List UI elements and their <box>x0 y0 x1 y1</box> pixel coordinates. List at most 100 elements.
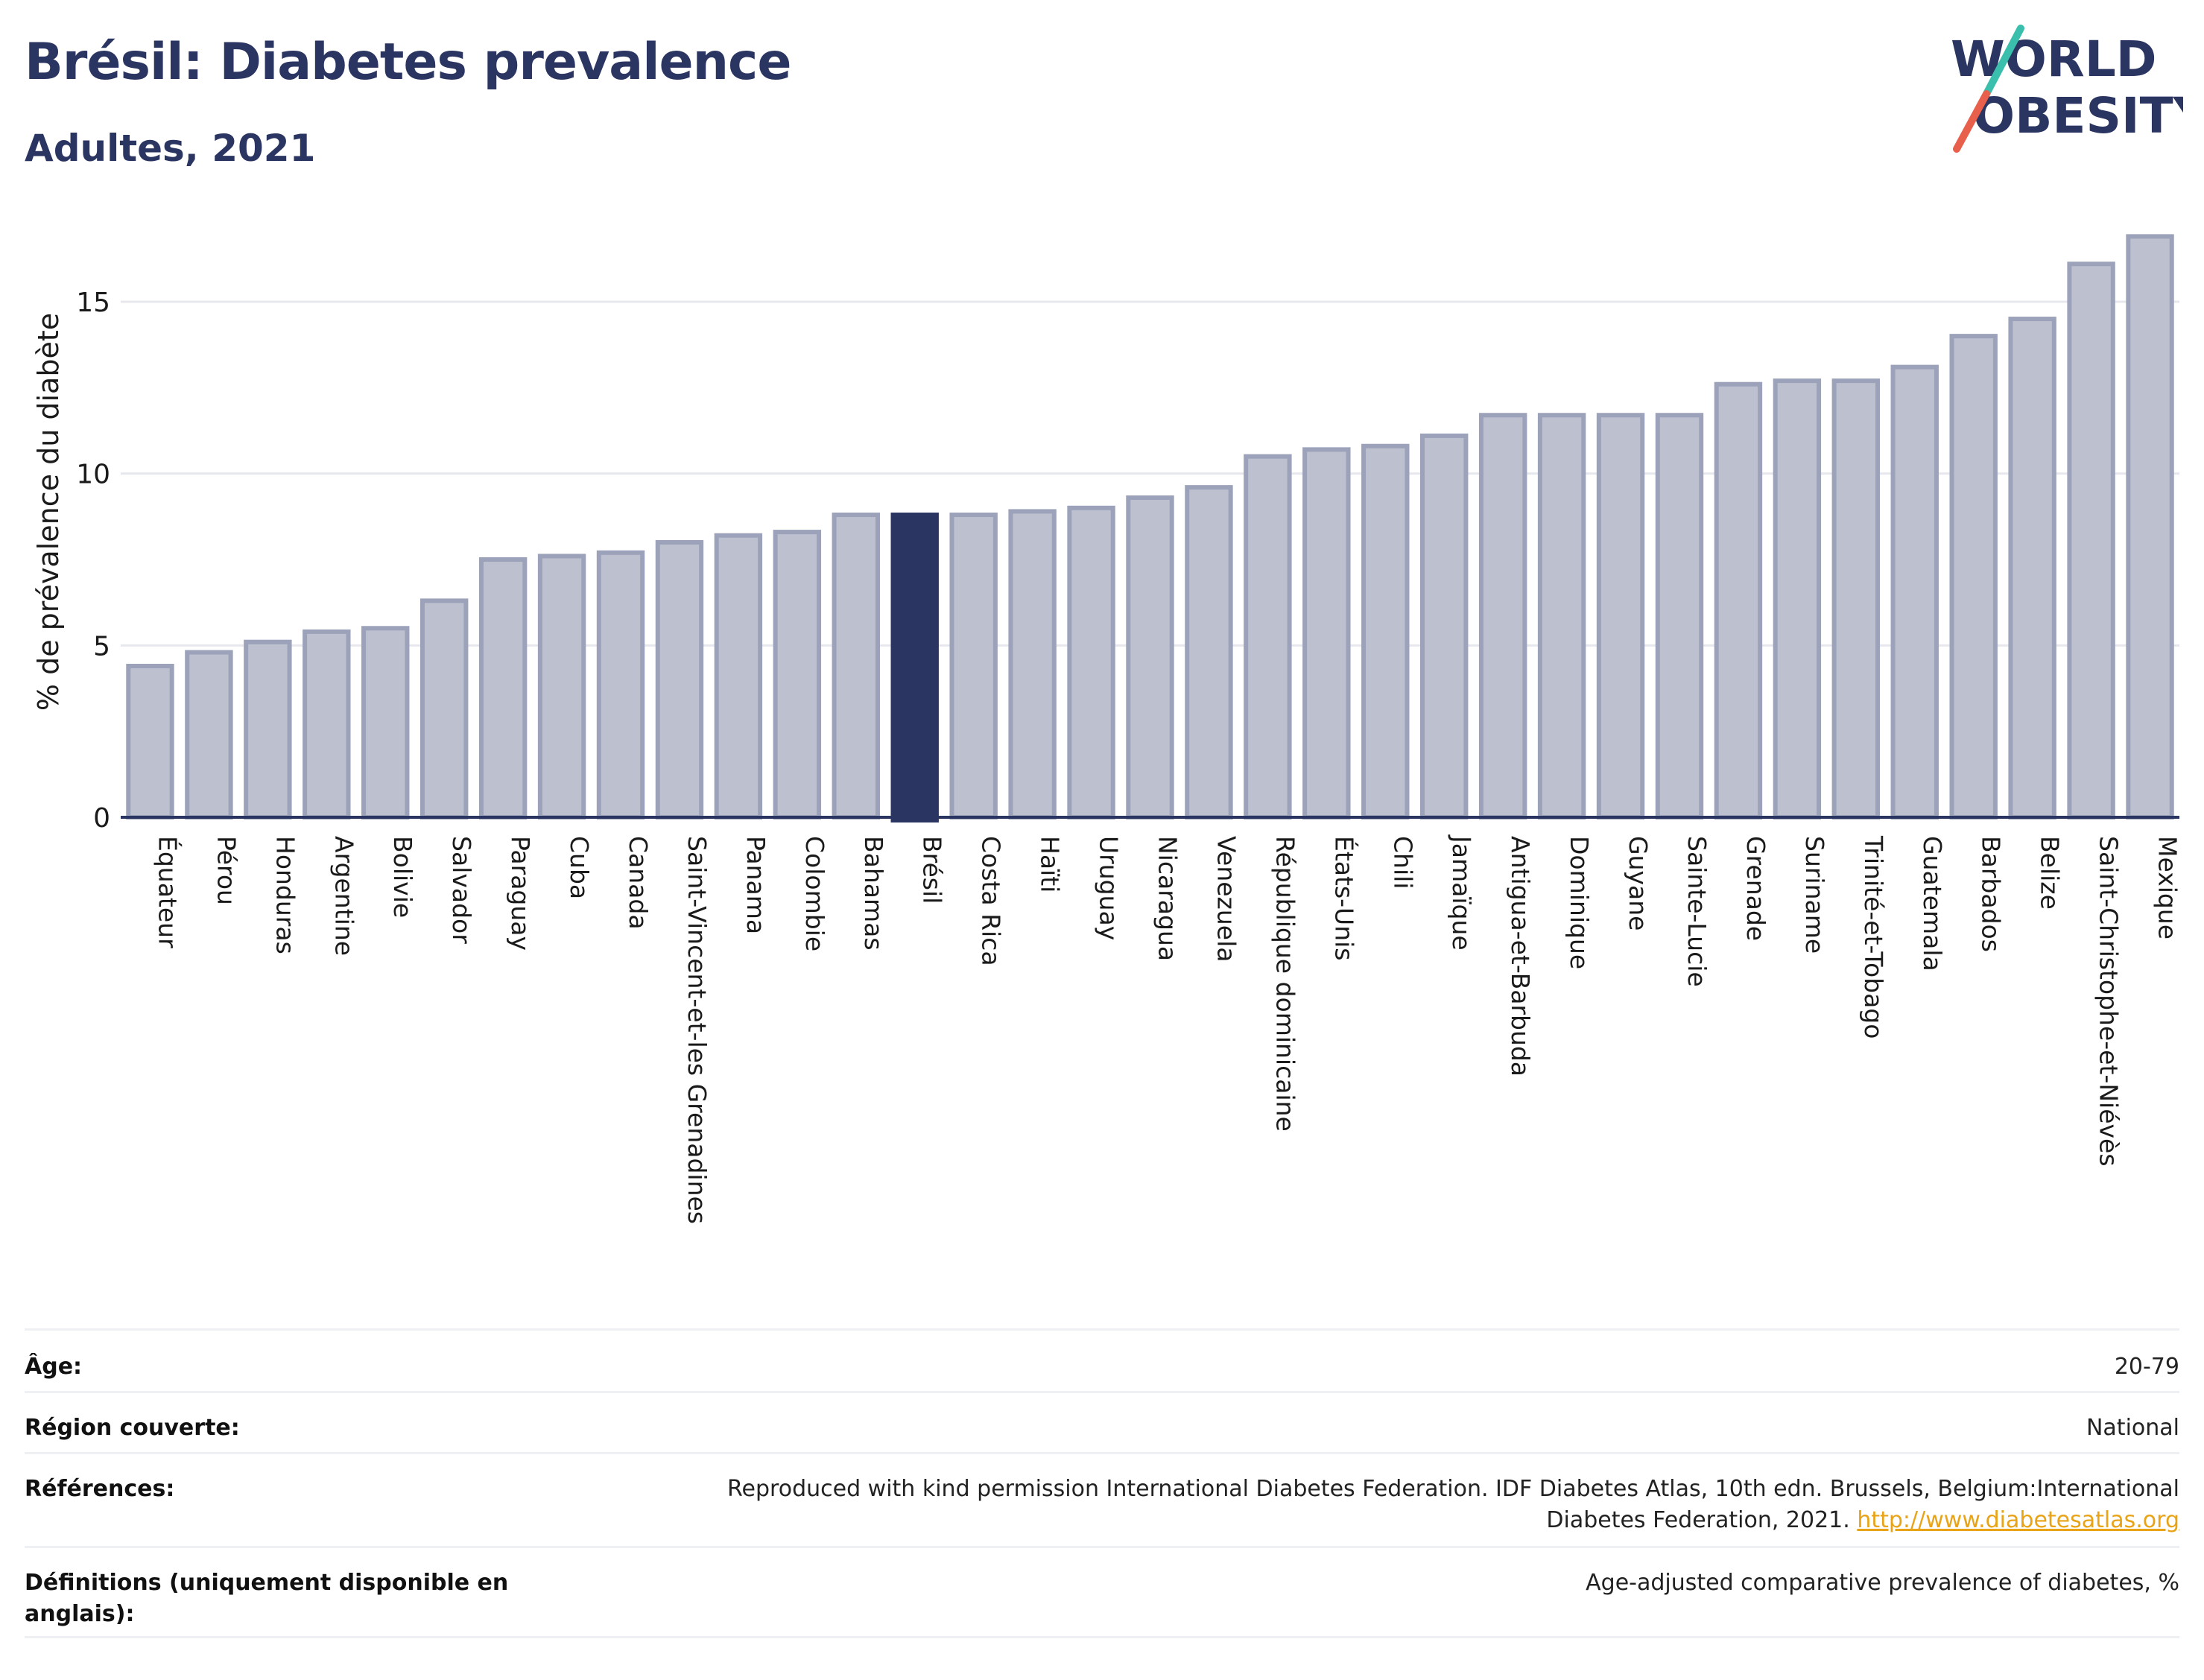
bar <box>1714 381 1763 820</box>
y-tick-label: 0 <box>93 803 110 834</box>
y-tick-label: 10 <box>76 460 110 490</box>
x-tick-label: Saint-Vincent-et-les Grenadines <box>683 836 712 1224</box>
info-table: Âge: 20-79 Région couverte: National Réf… <box>25 1328 2179 1638</box>
bar <box>1773 378 1822 820</box>
info-row-references: Références: Reproduced with kind permiss… <box>25 1452 2179 1546</box>
x-tick-label: Bahamas <box>859 836 888 951</box>
x-tick-label: Costa Rica <box>977 836 1006 966</box>
x-tick-label: Guyane <box>1624 836 1653 931</box>
bar <box>1008 509 1057 820</box>
x-tick-label: Nicaragua <box>1153 836 1182 961</box>
region-value: National <box>2086 1415 2179 1441</box>
bar <box>1302 447 1351 820</box>
x-tick-label: Cuba <box>565 836 594 899</box>
bar <box>832 513 880 820</box>
references-value: Reproduced with kind permission Internat… <box>652 1474 2179 1546</box>
x-tick-label: Bolivie <box>388 836 417 918</box>
y-axis-label: % de prévalence du diabète <box>32 313 65 711</box>
x-tick-label: Venezuela <box>1212 836 1241 962</box>
bar <box>1244 454 1292 820</box>
bar <box>655 539 704 820</box>
logo-line1: WORLD <box>1951 31 2157 88</box>
bar <box>773 530 822 820</box>
x-tick-label: États-Unis <box>1329 836 1359 960</box>
bar <box>126 664 174 820</box>
definitions-label: Définitions (uniquement disponible en an… <box>25 1570 509 1627</box>
x-tick-label: Panama <box>741 836 770 934</box>
world-obesity-logo: WORLD OBESITY <box>1951 25 2183 153</box>
bar <box>303 629 351 820</box>
x-tick-label: Suriname <box>1800 836 1829 954</box>
x-tick-label: Guatemala <box>1918 836 1947 971</box>
bar <box>1890 364 1939 820</box>
bar <box>1361 443 1410 820</box>
bar <box>1185 485 1233 820</box>
logo-slash-bottom <box>1953 90 1990 153</box>
bar <box>714 533 763 820</box>
x-tick-label: Saint-Christophe-et-Niévès <box>2094 836 2124 1167</box>
bar <box>1126 495 1174 820</box>
info-row-definitions: Définitions (uniquement disponible en an… <box>25 1546 2179 1638</box>
x-tick-label: République dominicaine <box>1270 836 1299 1132</box>
category-labels: Équateur Pérou Honduras Argentine Bolivie Sal… <box>153 834 2182 1224</box>
bar <box>949 513 998 820</box>
x-tick-label: Honduras <box>270 836 300 954</box>
bar <box>419 598 469 820</box>
x-tick-label: Salvador <box>447 836 476 944</box>
chart-subtitle: Adultes, 2021 <box>25 127 316 170</box>
info-row-age: Âge: 20-79 <box>25 1328 2179 1391</box>
x-tick-label: Argentine <box>329 836 358 956</box>
x-tick-label: Barbados <box>1977 836 2006 952</box>
x-tick-label: Sainte-Lucie <box>1682 836 1711 987</box>
logo-slash-top <box>1983 25 2024 98</box>
region-label: Région couverte: <box>25 1415 240 1441</box>
logo-line2: OBESITY <box>1973 87 2183 145</box>
bar <box>2067 261 2115 820</box>
chart-title: Brésil: Diabetes prevalence <box>25 33 791 92</box>
bar <box>1067 505 1115 820</box>
bar-highlight <box>890 513 939 822</box>
bar <box>537 554 586 820</box>
bar <box>478 557 528 820</box>
x-tick-label: Trinité-et-Tobago <box>1859 835 1888 1039</box>
info-row-region: Région couverte: National <box>25 1391 2179 1452</box>
x-tick-label: Équateur <box>153 836 183 948</box>
bar <box>361 626 410 820</box>
bar <box>1596 413 1645 820</box>
bar <box>2008 317 2056 820</box>
x-tick-label: Brésil <box>918 836 947 904</box>
x-tick-label: Chili <box>1388 836 1417 889</box>
bar <box>244 639 292 820</box>
x-tick-label: Haïti <box>1036 836 1065 893</box>
bar <box>1831 378 1881 820</box>
age-value: 20-79 <box>2114 1354 2179 1380</box>
definitions-value: Age-adjusted comparative prevalence of d… <box>1586 1570 2179 1596</box>
references-label: Références: <box>25 1476 175 1502</box>
x-tick-label: Pérou <box>212 836 241 905</box>
bar <box>2126 234 2174 820</box>
x-tick-label: Grenade <box>1741 836 1770 941</box>
bar <box>1537 413 1586 820</box>
age-label: Âge: <box>25 1354 83 1380</box>
bar <box>1655 413 1704 820</box>
y-tick-label: 5 <box>93 631 110 662</box>
bar <box>1949 334 1998 820</box>
bar <box>1478 413 1527 820</box>
x-tick-label: Uruguay <box>1095 836 1124 940</box>
y-tick-label: 15 <box>76 288 110 318</box>
bar-chart: 0 5 10 15 Équateur Pérou Honduras Argentine Bol… <box>32 234 2182 1224</box>
bar <box>1420 433 1469 820</box>
x-tick-label: Colombie <box>800 836 829 951</box>
x-tick-label: Paraguay <box>506 836 535 951</box>
x-tick-label: Belize <box>2036 836 2065 910</box>
x-tick-label: Mexique <box>2153 836 2182 939</box>
x-tick-label: Antigua-et-Barbuda <box>1506 836 1535 1077</box>
references-text: Reproduced with kind permission Internat… <box>727 1476 2179 1533</box>
references-link[interactable]: http://www.diabetesatlas.org <box>1857 1507 2179 1533</box>
x-tick-label: Jamaïque <box>1447 834 1476 951</box>
bars <box>126 234 2174 822</box>
bar <box>185 650 233 820</box>
bar <box>596 550 645 820</box>
x-tick-label: Canada <box>624 836 653 930</box>
x-tick-label: Dominique <box>1565 836 1594 969</box>
